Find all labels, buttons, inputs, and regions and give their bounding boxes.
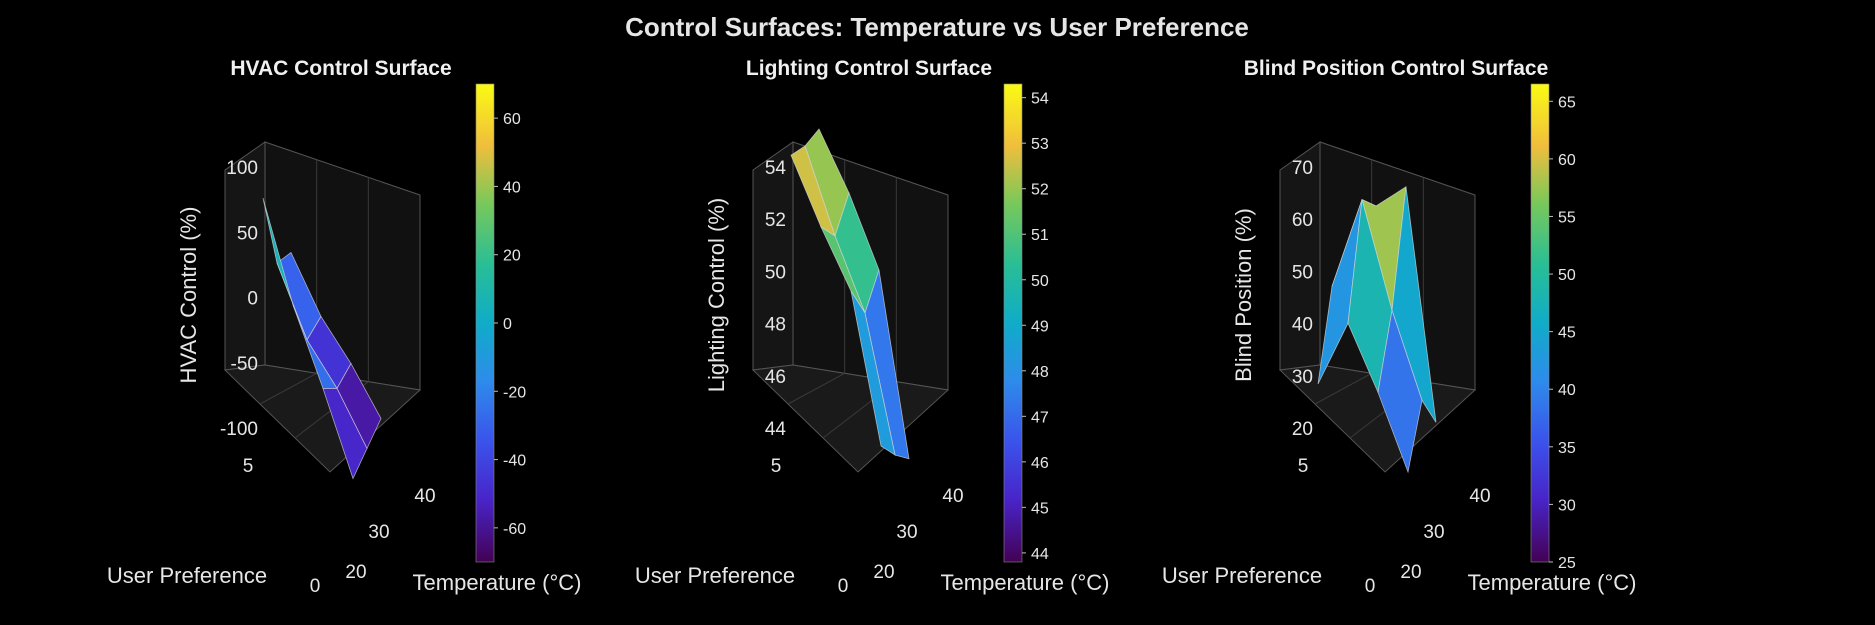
x-axis-label: Temperature (°C): [413, 570, 582, 595]
colorbar-tick-label: 44: [1031, 546, 1049, 563]
colorbar-tick-label: 47: [1031, 409, 1049, 426]
x-tick-label: 40: [1469, 486, 1490, 507]
colorbar-tick-label: 0: [503, 316, 512, 333]
y-axis-label: User Preference: [107, 563, 267, 588]
z-tick-label: 52: [765, 210, 786, 231]
colorbar: [475, 83, 495, 563]
y-tick-label: 5: [243, 456, 254, 477]
z-tick-label: 20: [1292, 419, 1313, 440]
subplot-title: Blind Position Control Surface: [1244, 57, 1549, 80]
y-axis-label: User Preference: [635, 563, 795, 588]
colorbar-tick-label: -40: [503, 453, 526, 470]
y-tick-label: 5: [771, 456, 782, 477]
z-tick-label: 50: [237, 223, 258, 244]
z-axis-label: HVAC Control (%): [176, 207, 201, 384]
colorbar: [1003, 83, 1023, 563]
grid-line: [259, 372, 317, 405]
colorbar-tick-label: 60: [503, 111, 521, 128]
z-tick-label: 50: [1292, 262, 1313, 283]
colorbar-tick-label: 49: [1031, 318, 1049, 335]
grid-line: [787, 372, 845, 405]
colorbar-tick-label: 46: [1031, 455, 1049, 472]
z-tick-label: 46: [765, 367, 786, 388]
colorbar-tick-label: 45: [1031, 500, 1049, 517]
x-axis-label: Temperature (°C): [1468, 570, 1637, 595]
colorbar-tick-label: 60: [1558, 152, 1576, 169]
colorbar-tick-label: 51: [1031, 227, 1049, 244]
x-tick-label: 40: [942, 486, 963, 507]
z-tick-label: 70: [1292, 158, 1313, 179]
z-tick-label: 60: [1292, 210, 1313, 231]
z-tick-label: -50: [231, 354, 258, 375]
colorbar-tick-label: -60: [503, 521, 526, 538]
colorbar-tick-label: 50: [1031, 273, 1049, 290]
y-axis-label: User Preference: [1162, 563, 1322, 588]
colorbar-tick-label: 48: [1031, 364, 1049, 381]
colorbar-tick-label: 35: [1558, 440, 1576, 457]
z-tick-label: 30: [1292, 367, 1313, 388]
colorbar-tick-label: 20: [503, 248, 521, 265]
colorbar-tick-label: 65: [1558, 94, 1576, 111]
colorbar-tick-label: 50: [1558, 267, 1576, 284]
colorbar-tick-label: 53: [1031, 136, 1049, 153]
colorbar: [1530, 83, 1550, 563]
z-tick-label: -100: [220, 419, 258, 440]
z-tick-label: 54: [765, 158, 787, 179]
x-tick-label: 30: [368, 522, 389, 543]
z-tick-label: 0: [247, 289, 258, 310]
surface-patch: [322, 387, 368, 480]
y-tick-label: 5: [1298, 456, 1309, 477]
y-tick-label: 0: [1365, 576, 1376, 597]
colorbar-tick-label: -20: [503, 384, 526, 401]
x-tick-label: 20: [1400, 562, 1421, 583]
colorbar-tick-label: 25: [1558, 555, 1576, 572]
surface-patch: [1377, 310, 1423, 474]
z-tick-label: 48: [765, 315, 786, 336]
z-axis-label: Blind Position (%): [1231, 208, 1256, 382]
x-tick-label: 30: [896, 522, 917, 543]
z-tick-label: 50: [765, 262, 786, 283]
z-tick-label: 44: [765, 419, 787, 440]
subplot-title: Lighting Control Surface: [746, 57, 992, 80]
colorbar-tick-label: 54: [1031, 91, 1049, 108]
figure-title: Control Surfaces: Temperature vs User Pr…: [625, 12, 1249, 42]
z-axis-label: Lighting Control (%): [704, 198, 729, 392]
subplot-title: HVAC Control Surface: [230, 57, 451, 80]
x-tick-label: 20: [345, 562, 366, 583]
colorbar-tick-label: 55: [1558, 209, 1576, 226]
colorbar-tick-label: 40: [1558, 382, 1576, 399]
x-tick-label: 30: [1423, 522, 1444, 543]
colorbar-tick-label: 52: [1031, 182, 1049, 199]
x-tick-label: 20: [873, 562, 894, 583]
x-axis-label: Temperature (°C): [941, 570, 1110, 595]
grid-line: [1314, 372, 1372, 405]
colorbar-tick-label: 40: [503, 179, 521, 196]
colorbar-tick-label: 30: [1558, 497, 1576, 514]
z-tick-label: 40: [1292, 315, 1313, 336]
subplot-2: Lighting Control Surface444648505254Ligh…: [635, 57, 1110, 597]
subplot-3: Blind Position Control Surface2030405060…: [1162, 57, 1637, 597]
x-tick-label: 40: [414, 486, 435, 507]
surface-patch: [850, 290, 896, 456]
y-tick-label: 0: [310, 576, 321, 597]
z-tick-label: 100: [226, 158, 258, 179]
y-tick-label: 0: [838, 576, 849, 597]
colorbar-tick-label: 45: [1558, 325, 1576, 342]
